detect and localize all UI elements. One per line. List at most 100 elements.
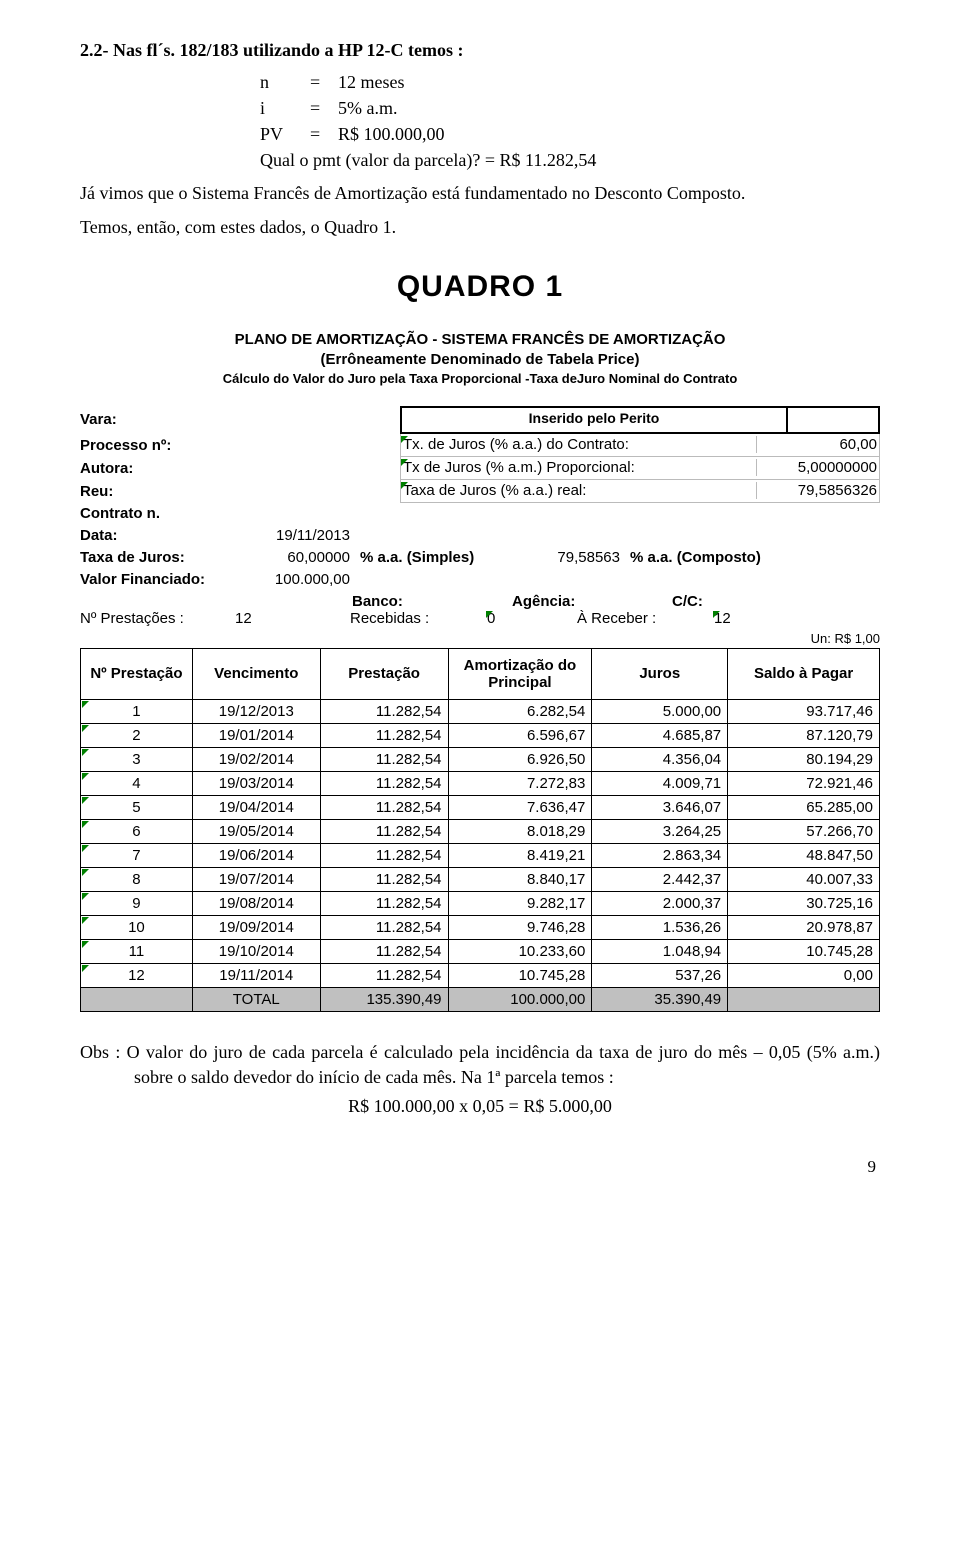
meta-label: Reu: <box>80 483 240 500</box>
table-cell: 2.000,37 <box>592 891 728 915</box>
table-cell: 11.282,54 <box>320 723 448 747</box>
perito-box: Inserido pelo Perito <box>400 406 880 434</box>
table-cell: 19/12/2013 <box>192 699 320 723</box>
param-value: R$ 100.000,00 <box>338 121 445 147</box>
rate-desc: Tx de Juros (% a.m.) Proporcional: <box>401 459 756 476</box>
table-cell: 11.282,54 <box>320 963 448 987</box>
param-label: n <box>260 69 310 95</box>
table-cell: 8.840,17 <box>448 867 592 891</box>
meta-label: Vara: <box>80 411 240 428</box>
table-cell: 19/11/2014 <box>192 963 320 987</box>
table-cell: 19/09/2014 <box>192 915 320 939</box>
table-cell: 40.007,33 <box>728 867 880 891</box>
recebidas-value: 0 <box>485 610 577 627</box>
meta-row-taxa: Taxa de Juros: 60,00000 % a.a. (Simples)… <box>80 547 880 569</box>
table-cell: 8 <box>81 867 193 891</box>
equals-sign: = <box>310 69 338 95</box>
meta-value: 19/11/2013 <box>240 527 360 544</box>
param-row: PV = R$ 100.000,00 <box>260 121 880 147</box>
document-page: 2.2- Nas fl´s. 182/183 utilizando a HP 1… <box>0 0 960 1217</box>
plan-header-line: PLANO DE AMORTIZAÇÃO - SISTEMA FRANCÊS D… <box>80 330 880 350</box>
table-cell: 65.285,00 <box>728 795 880 819</box>
table-cell: 11.282,54 <box>320 867 448 891</box>
table-cell: 11.282,54 <box>320 819 448 843</box>
table-cell: 87.120,79 <box>728 723 880 747</box>
table-cell: 11.282,54 <box>320 747 448 771</box>
table-row: 419/03/201411.282,547.272,834.009,7172.9… <box>81 771 880 795</box>
table-cell: 2.863,34 <box>592 843 728 867</box>
table-cell: 2 <box>81 723 193 747</box>
rate-value: 79,5856326 <box>756 482 879 499</box>
table-cell <box>81 987 193 1011</box>
taxa-simples-unit: % a.a. (Simples) <box>360 549 510 566</box>
page-number: 9 <box>80 1157 880 1177</box>
table-cell: 9.282,17 <box>448 891 592 915</box>
table-cell: 6.926,50 <box>448 747 592 771</box>
table-cell: 19/10/2014 <box>192 939 320 963</box>
table-total-row: TOTAL135.390,49100.000,0035.390,49 <box>81 987 880 1011</box>
perito-empty-cell <box>786 408 878 432</box>
table-cell: TOTAL <box>192 987 320 1011</box>
pmt-question: Qual o pmt (valor da parcela)? = R$ 11.2… <box>260 147 880 173</box>
meta-label: Taxa de Juros: <box>80 549 240 566</box>
table-row: 919/08/201411.282,549.282,172.000,3730.7… <box>81 891 880 915</box>
col-header: Vencimento <box>192 648 320 699</box>
table-row: 1219/11/201411.282,5410.745,28537,260,00 <box>81 963 880 987</box>
meta-label: Processo nº: <box>80 437 240 454</box>
table-cell: 19/07/2014 <box>192 867 320 891</box>
table-cell: 19/02/2014 <box>192 747 320 771</box>
rate-value: 5,00000000 <box>756 459 879 476</box>
table-cell: 72.921,46 <box>728 771 880 795</box>
table-cell: 48.847,50 <box>728 843 880 867</box>
table-cell: 4.685,87 <box>592 723 728 747</box>
table-cell: 4.009,71 <box>592 771 728 795</box>
table-cell: 19/05/2014 <box>192 819 320 843</box>
table-cell: 4.356,04 <box>592 747 728 771</box>
table-cell: 3.264,25 <box>592 819 728 843</box>
table-cell: 6.596,67 <box>448 723 592 747</box>
table-row: 619/05/201411.282,548.018,293.264,2557.2… <box>81 819 880 843</box>
param-label: PV <box>260 121 310 147</box>
perito-wrap: Inserido pelo Perito <box>400 406 880 434</box>
table-header-row: Nº Prestação Vencimento Prestação Amorti… <box>81 648 880 699</box>
rate-desc: Taxa de Juros (% a.a.) real: <box>401 482 756 499</box>
observation-calc: R$ 100.000,00 x 0,05 = R$ 5.000,00 <box>80 1096 880 1117</box>
table-cell: 12 <box>81 963 193 987</box>
table-cell: 8.018,29 <box>448 819 592 843</box>
table-cell: 9 <box>81 891 193 915</box>
table-cell: 11.282,54 <box>320 843 448 867</box>
a-receber-label: À Receber : <box>577 610 712 627</box>
currency-unit: Un: R$ 1,00 <box>80 631 880 646</box>
table-cell: 135.390,49 <box>320 987 448 1011</box>
rate-row: Taxa de Juros (% a.a.) real: 79,5856326 <box>400 480 880 503</box>
a-receber-value: 12 <box>712 610 804 627</box>
agencia-label: Agência: <box>512 593 672 610</box>
meta-label: Data: <box>80 527 240 544</box>
section-heading: 2.2- Nas fl´s. 182/183 utilizando a HP 1… <box>80 40 880 61</box>
table-cell: 11.282,54 <box>320 699 448 723</box>
col-header: Prestação <box>320 648 448 699</box>
meta-row-data: Data: 19/11/2013 <box>80 525 880 547</box>
param-label: i <box>260 95 310 121</box>
table-cell: 30.725,16 <box>728 891 880 915</box>
table-cell: 3 <box>81 747 193 771</box>
rate-desc: Tx. de Juros (% a.a.) do Contrato: <box>401 436 756 453</box>
plan-header-line: (Errôneamente Denominado de Tabela Price… <box>80 350 880 370</box>
taxa-simples-value: 60,00000 <box>240 549 360 566</box>
table-cell: 10.745,28 <box>728 939 880 963</box>
observation-text: Obs : O valor do juro de cada parcela é … <box>80 1040 880 1090</box>
cc-label: C/C: <box>672 593 832 610</box>
col-header: Saldo à Pagar <box>728 648 880 699</box>
table-cell: 11.282,54 <box>320 771 448 795</box>
table-cell: 8.419,21 <box>448 843 592 867</box>
table-cell: 6 <box>81 819 193 843</box>
table-cell: 80.194,29 <box>728 747 880 771</box>
rate-value: 60,00 <box>756 436 879 453</box>
meta-value: 100.000,00 <box>240 571 360 588</box>
table-cell: 20.978,87 <box>728 915 880 939</box>
prestacoes-summary-row: Nº Prestações : 12 Recebidas : 0 À Receb… <box>80 610 880 627</box>
table-cell: 7.636,47 <box>448 795 592 819</box>
equals-sign: = <box>310 95 338 121</box>
banco-row: Banco: Agência: C/C: <box>80 593 880 610</box>
table-cell: 19/06/2014 <box>192 843 320 867</box>
